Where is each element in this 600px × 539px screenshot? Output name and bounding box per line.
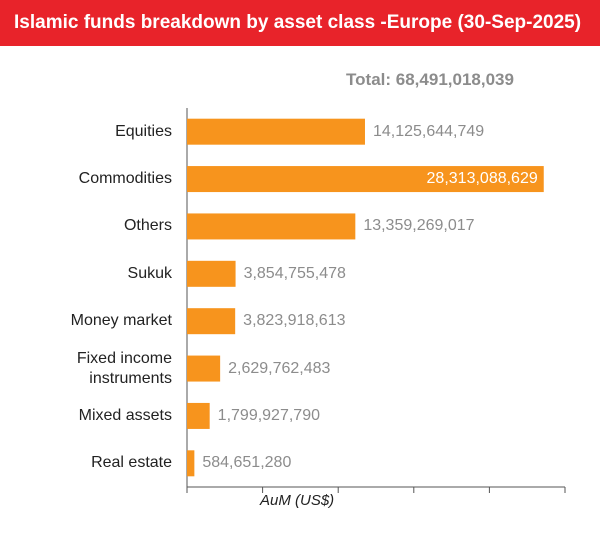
value-label: 13,359,269,017 (363, 217, 475, 235)
category-label: Fixed income instruments (76, 349, 172, 387)
bar (187, 260, 236, 287)
value-label: 14,125,644,749 (372, 122, 485, 140)
bar (187, 166, 544, 193)
value-label: 3,854,755,478 (243, 264, 346, 282)
bar (187, 402, 210, 429)
value-label: 3,823,918,613 (243, 312, 346, 330)
total-label: Total: 68,491,018,039 (346, 70, 514, 89)
category-label: Real estate (91, 454, 172, 472)
category-label: Mixed assets (78, 406, 172, 424)
value-label: 28,313,088,629 (426, 170, 538, 188)
value-label: 2,629,762,483 (228, 359, 331, 377)
category-label: Money market (70, 312, 172, 330)
category-label: Sukuk (127, 264, 172, 282)
chart-title: Islamic funds breakdown by asset class -… (0, 0, 600, 46)
bar (187, 308, 236, 335)
category-label: Others (123, 217, 172, 235)
category-label: Commodities (78, 170, 172, 188)
value-label: 584,651,280 (202, 454, 292, 472)
bar (187, 450, 195, 477)
x-axis-label: AuM (US$) (260, 492, 335, 509)
bar (187, 213, 356, 240)
category-label: Equities (115, 122, 172, 140)
value-label: 1,799,927,790 (217, 406, 320, 424)
bar (187, 355, 221, 382)
bar (187, 118, 365, 145)
